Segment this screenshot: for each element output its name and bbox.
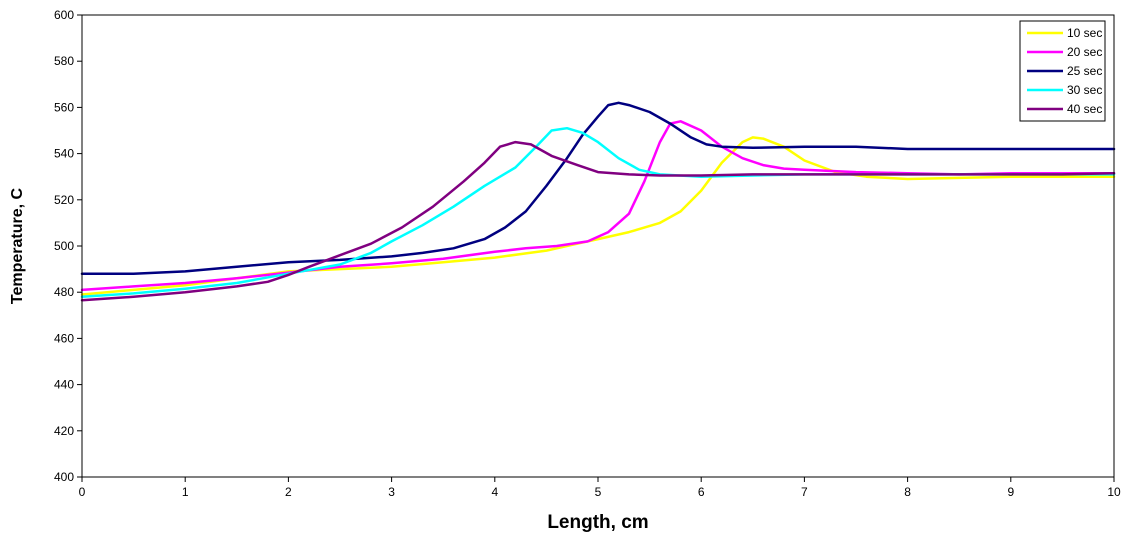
x-tick-label: 8 <box>904 485 911 499</box>
y-tick-label: 520 <box>54 193 74 207</box>
x-tick-label: 1 <box>182 485 189 499</box>
x-tick-label: 7 <box>801 485 808 499</box>
x-tick-label: 5 <box>595 485 602 499</box>
x-tick-label: 4 <box>491 485 498 499</box>
y-tick-label: 580 <box>54 54 74 68</box>
legend-label-40-sec: 40 sec <box>1067 102 1102 116</box>
x-tick-label: 9 <box>1007 485 1014 499</box>
y-tick-label: 560 <box>54 100 74 114</box>
y-tick-label: 500 <box>54 239 74 253</box>
series-line-25-sec <box>80 101 1116 275</box>
x-tick-label: 3 <box>388 485 395 499</box>
x-tick-label: 6 <box>698 485 705 499</box>
labels-layer: 0 1 2 3 4 5 6 7 8 9 10 400 420 440 460 480 500 520 540 560 5… <box>54 8 1121 499</box>
y-tick-label: 540 <box>54 147 74 161</box>
y-tick-label: 460 <box>54 331 74 345</box>
y-tick-label: 600 <box>54 8 74 22</box>
y-tick-label: 480 <box>54 285 74 299</box>
x-axis-title: Length, cm <box>547 512 648 533</box>
series-line-40-sec <box>80 140 1116 302</box>
series-line-20-sec <box>80 120 1116 292</box>
legend-label-10-sec: 10 sec <box>1067 26 1102 40</box>
x-tick-label: 0 <box>79 485 86 499</box>
y-tick-label: 400 <box>54 470 74 484</box>
legend-label-25-sec: 25 sec <box>1067 64 1102 78</box>
ticks-layer <box>77 14 1115 482</box>
plot-area <box>81 14 1115 478</box>
lines-layer <box>80 101 1116 302</box>
y-tick-label: 440 <box>54 378 74 392</box>
y-axis-title: Temperature, C <box>9 187 26 304</box>
legend-label-20-sec: 20 sec <box>1067 45 1102 59</box>
y-tick-label: 420 <box>54 424 74 438</box>
x-tick-label: 2 <box>285 485 292 499</box>
legend-label-30-sec: 30 sec <box>1067 83 1102 97</box>
legend: 10 sec 20 sec 25 sec 30 sec 40 sec <box>1019 20 1106 122</box>
x-tick-label: 10 <box>1107 485 1121 499</box>
